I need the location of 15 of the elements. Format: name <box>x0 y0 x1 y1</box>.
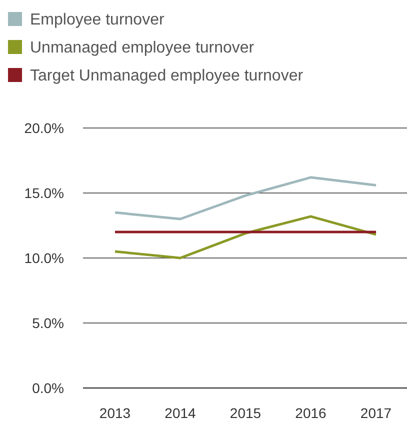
x-tick-label: 2014 <box>164 405 196 421</box>
line-series <box>114 215 378 260</box>
y-tick-label: 10.0% <box>24 250 64 266</box>
x-tick-label: 2017 <box>360 405 392 421</box>
line-series <box>114 176 378 220</box>
y-tick-label: 0.0% <box>32 380 64 396</box>
x-tick-label: 2016 <box>295 405 327 421</box>
y-tick-label: 20.0% <box>24 120 64 136</box>
y-tick-label: 5.0% <box>32 314 64 331</box>
legend-label: Employee turnover <box>30 12 165 29</box>
legend-label: Unmanaged employee turnover <box>30 40 255 57</box>
x-tick-label: 2015 <box>230 405 262 421</box>
x-tick-label: 2013 <box>99 405 131 421</box>
legend-label: Target Unmanaged employee turnover <box>30 68 304 85</box>
y-tick-label: 15.0% <box>24 184 64 201</box>
